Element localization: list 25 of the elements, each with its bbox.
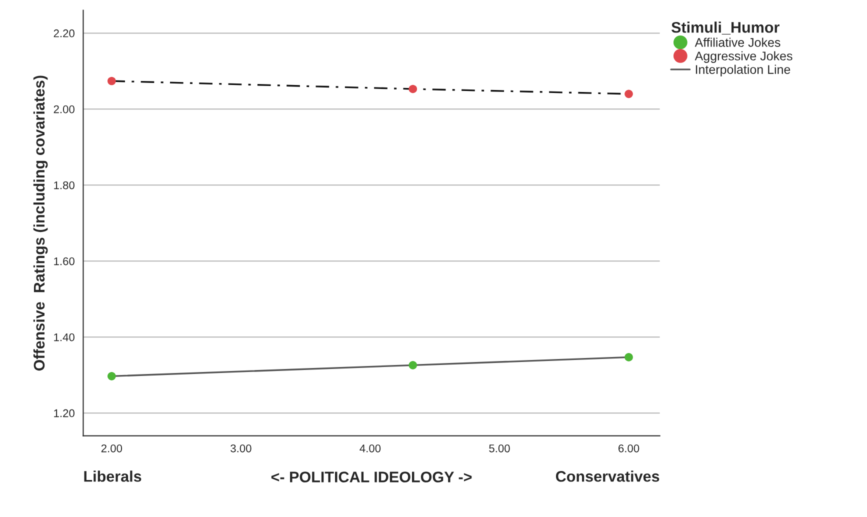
point [624,353,633,362]
x-axis-title: <- POLITICAL IDEOLOGY -> [271,472,472,482]
text: Conservatives [556,470,660,482]
legend-label: Aggressive Jokes [694,51,792,63]
point [108,372,116,380]
legend-title: Stimuli_Humor [671,22,780,35]
y-tick-label: 2.20 [54,29,74,38]
y-axis-title: Offensive Ratings (including covariates) [33,76,48,371]
legend-label: Interpolation Line [696,64,790,76]
y-tick-label: 1.80 [54,181,74,190]
x-tick-label: 5.00 [489,444,510,452]
x-tick-label: 2.00 [101,444,122,452]
x-tick-label: 6.00 [618,444,640,452]
x-tick-label: 3.00 [230,444,252,452]
x-tick-label: 4.00 [360,444,381,452]
point [108,76,116,86]
point [624,90,633,98]
legend-label: Affiliative Jokes [694,38,780,47]
y-tick-label: 1.40 [54,333,74,342]
y-tick-label: 2.00 [54,105,74,114]
y-tick-label: 1.60 [54,257,74,266]
text: Liberals [84,470,142,482]
y-tick-label: 1.20 [54,409,74,418]
point [408,84,418,94]
point [408,361,418,370]
